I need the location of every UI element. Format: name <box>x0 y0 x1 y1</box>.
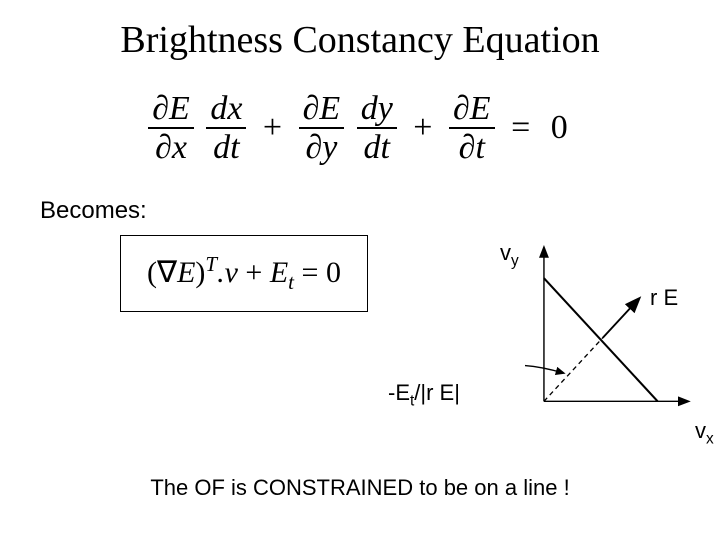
distance-label: -Et/|r E| <box>388 380 460 410</box>
constraint-line <box>544 278 658 401</box>
frac-dxdt: dx dt <box>206 90 246 167</box>
plus-1: + <box>257 109 288 147</box>
becomes-label: Becomes: <box>40 197 720 225</box>
plus-2: + <box>407 109 438 147</box>
slide-title: Brightness Constancy Equation <box>0 0 720 62</box>
frac-dEdx: ∂E ∂x <box>148 90 194 167</box>
vy-axis-label: vy <box>500 240 519 270</box>
frac-dydt: dy dt <box>357 90 397 167</box>
frac-dEdt: ∂E ∂t <box>449 90 495 167</box>
gradient-arrow <box>603 299 639 338</box>
frac-dEdy: ∂E ∂y <box>299 90 345 167</box>
constraint-diagram <box>525 240 705 430</box>
brightness-equation: ∂E ∂x dx dt + ∂E ∂y dy dt + ∂E ∂t = 0 <box>0 90 720 167</box>
boxed-equation: (∇E)T.v + Et = 0 <box>120 235 368 312</box>
equals: = <box>505 109 536 147</box>
footer-statement: The OF is CONSTRAINED to be on a line ! <box>60 475 660 501</box>
zero: 0 <box>545 109 574 147</box>
